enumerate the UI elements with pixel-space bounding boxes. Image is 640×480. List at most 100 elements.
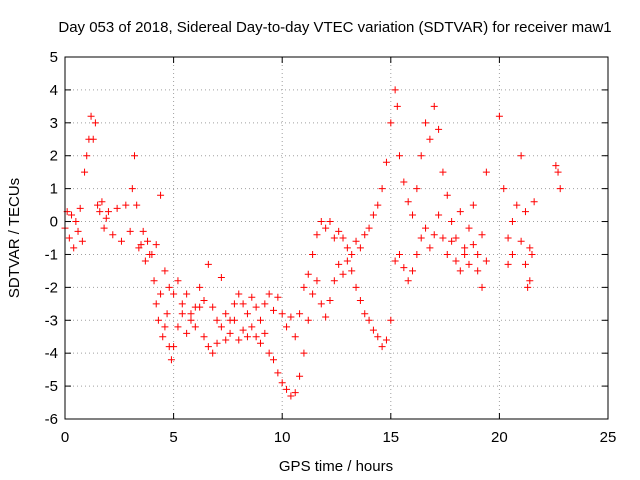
data-point [270,306,278,314]
x-tick-label: 25 [600,429,617,446]
data-point [235,336,243,344]
data-point [521,260,529,268]
data-point [513,201,521,209]
data-point [387,119,395,127]
data-point [144,237,152,245]
data-point [183,329,191,337]
y-axis-label: SDTVAR / TECUs [6,178,23,298]
data-point [404,277,412,285]
data-point [469,241,477,249]
data-point [504,234,512,242]
data-point [278,310,286,318]
data-point [87,112,95,120]
data-point [256,339,264,347]
y-tick-label: 5 [50,49,58,66]
data-point [217,273,225,281]
data-point [391,257,399,265]
data-point [430,231,438,239]
data-point [141,257,149,265]
data-point [443,250,451,258]
data-point [243,310,251,318]
data-point [356,244,364,252]
data-point [248,293,256,301]
data-point [528,250,536,258]
y-tick-label: -1 [45,246,58,263]
data-point [361,231,369,239]
data-point [178,300,186,308]
data-point [482,168,490,176]
data-point [157,290,165,298]
data-point [152,241,160,249]
data-point [356,297,364,305]
data-point [167,356,175,364]
data-point [291,333,299,341]
data-point [369,211,377,219]
data-point [150,277,158,285]
data-point [524,283,532,291]
data-point [174,323,182,331]
series-upper-track [61,86,564,341]
data-point [430,102,438,110]
data-point [178,310,186,318]
data-point [200,297,208,305]
data-point [387,316,395,324]
data-point [270,356,278,364]
data-point [159,333,167,341]
data-point [422,224,430,232]
data-point [117,237,125,245]
data-point [304,316,312,324]
data-point [72,218,80,226]
data-point [465,260,473,268]
data-point [76,204,84,212]
x-tick-label: 20 [491,429,508,446]
data-point [83,152,91,160]
data-point [274,293,282,301]
data-point [187,310,195,318]
data-point [304,270,312,278]
x-axis: 0 5 10 15 20 25 [61,57,617,446]
data-point [352,283,360,291]
data-point [326,297,334,305]
data-point [343,257,351,265]
data-point [461,244,469,252]
data-point [187,316,195,324]
data-point [283,323,291,331]
data-point [209,303,217,311]
data-point [313,231,321,239]
data-point [439,234,447,242]
data-point [474,267,482,275]
data-point [122,201,130,209]
data-point [287,313,295,321]
data-point [456,208,464,216]
data-point [400,178,408,186]
data-point [191,323,199,331]
data-point [348,267,356,275]
y-tick-label: 2 [50,148,58,165]
data-point [81,168,89,176]
data-point [74,227,82,235]
data-point [230,316,238,324]
series-lower-track [137,211,536,400]
data-point [161,267,169,275]
x-tick-label: 0 [61,429,69,446]
data-point [474,250,482,258]
data-point [339,270,347,278]
data-point [261,329,269,337]
data-point [283,385,291,393]
data-point [256,316,264,324]
data-point [243,333,251,341]
data-point [417,152,425,160]
data-point [413,185,421,193]
data-point [343,244,351,252]
data-point [152,300,160,308]
x-axis-label: GPS time / hours [279,458,393,475]
data-point [165,283,173,291]
data-point [213,339,221,347]
data-point [322,224,330,232]
data-point [335,227,343,235]
data-point [378,185,386,193]
data-point [352,237,360,245]
data-point [378,343,386,351]
data-point [448,237,456,245]
